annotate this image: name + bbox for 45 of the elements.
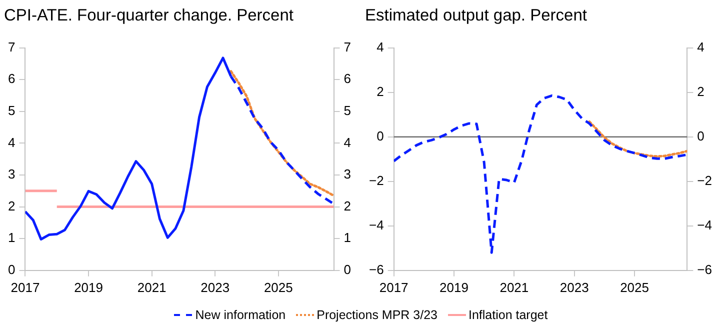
- y-tick-label: 5: [8, 102, 16, 118]
- y2-tick-label: 4: [697, 39, 704, 54]
- x-tick-label: 2021: [500, 280, 529, 295]
- y2-tick-label: 7: [344, 39, 352, 54]
- y2-tick-label: 3: [344, 166, 352, 182]
- y-tick-label: 1: [8, 230, 16, 246]
- x-tick-label: 2023: [200, 280, 230, 295]
- x-tick-label: 2019: [440, 280, 468, 295]
- y2-tick-label: 0: [697, 128, 704, 144]
- y-tick-label: 0: [8, 262, 16, 277]
- y2-tick-label: 1: [344, 230, 352, 246]
- y-tick-label: 2: [376, 84, 384, 99]
- y-tick-label: 6: [8, 71, 16, 86]
- y-tick-label: 2: [8, 198, 16, 214]
- y-tick-label: 3: [8, 166, 16, 182]
- y-tick-label: 4: [376, 39, 384, 54]
- y2-tick-label: −6: [697, 262, 712, 277]
- x-tick-label: 2017: [379, 280, 408, 295]
- y-tick-label: −4: [368, 217, 384, 232]
- y2-tick-label: 5: [344, 102, 352, 118]
- legend-label: Inflation target: [468, 308, 548, 322]
- line-series: [394, 94, 688, 254]
- x-tick-label: 2017: [10, 280, 40, 295]
- y2-tick-label: 2: [344, 198, 352, 214]
- y2-tick-label: 2: [697, 84, 704, 99]
- chart-title: Estimated output gap. Percent: [365, 6, 588, 24]
- y2-tick-label: 0: [344, 262, 352, 277]
- y-tick-label: 7: [8, 39, 16, 54]
- x-tick-label: 2021: [137, 280, 166, 295]
- y2-tick-label: 6: [344, 71, 352, 86]
- y2-tick-label: −4: [697, 217, 712, 232]
- y2-tick-label: 4: [344, 134, 352, 150]
- legend-label: New information: [195, 308, 286, 322]
- legend-label: Projections MPR 3/23: [316, 308, 438, 322]
- x-tick-label: 2023: [560, 280, 589, 295]
- y-tick-label: 4: [8, 134, 16, 150]
- y2-tick-label: −2: [697, 172, 712, 188]
- y-tick-label: −6: [368, 262, 384, 277]
- line-series: [588, 120, 688, 158]
- y-tick-label: −2: [368, 172, 384, 188]
- x-tick-label: 2025: [264, 280, 293, 295]
- x-tick-label: 2025: [620, 280, 649, 295]
- chart-title: CPI-ATE. Four-quarter change. Percent: [4, 6, 294, 24]
- x-tick-label: 2019: [74, 280, 103, 295]
- y-tick-label: 0: [376, 128, 384, 144]
